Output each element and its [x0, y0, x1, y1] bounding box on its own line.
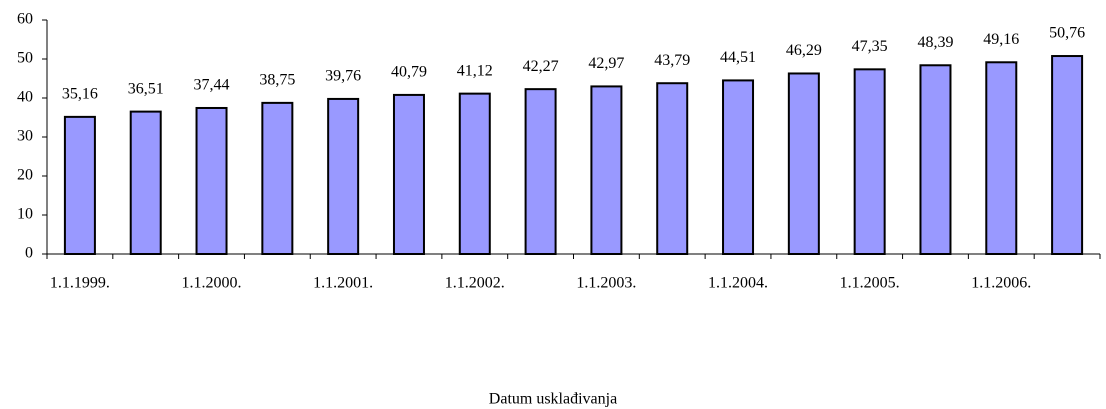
- y-tick-label: 30: [17, 128, 33, 145]
- x-tick-label: 1.1.2005.: [840, 275, 900, 292]
- bar: [392, 93, 425, 255]
- data-label: 48,39: [917, 34, 953, 51]
- data-label: 42,27: [523, 58, 559, 75]
- data-label: 49,16: [983, 31, 1019, 48]
- y-tick-label: 60: [17, 11, 33, 28]
- bar: [1051, 55, 1084, 256]
- data-label: 36,51: [128, 80, 164, 97]
- y-tick-label: 0: [25, 245, 33, 262]
- bar: [261, 101, 294, 255]
- data-label: 35,16: [62, 86, 98, 103]
- x-tick-label: 1.1.2006.: [971, 275, 1031, 292]
- x-tick-label: 1.1.2001.: [313, 275, 373, 292]
- bar: [327, 97, 360, 255]
- data-label: 47,35: [852, 38, 888, 55]
- data-label: 50,76: [1049, 25, 1085, 42]
- x-tick-label: 1.1.2002.: [445, 275, 505, 292]
- data-label: 46,29: [786, 42, 822, 59]
- bar: [787, 72, 820, 256]
- x-tick-label: 1.1.2003.: [576, 275, 636, 292]
- x-tick-label: 1.1.2000.: [182, 275, 242, 292]
- bar: [590, 85, 623, 255]
- bar: [985, 61, 1018, 255]
- bar: [919, 64, 952, 255]
- bar: [656, 82, 689, 256]
- data-label: 42,97: [588, 55, 624, 72]
- bar: [524, 88, 557, 255]
- data-label: 39,76: [325, 68, 361, 85]
- bar: [129, 110, 162, 255]
- bar: [853, 68, 886, 255]
- bar: [63, 115, 96, 255]
- x-tick-label: 1.1.2004.: [708, 275, 768, 292]
- y-tick-label: 50: [17, 50, 33, 67]
- data-label: 41,12: [457, 62, 493, 79]
- x-tick-label: 1.1.1999.: [50, 275, 110, 292]
- y-tick-label: 40: [17, 89, 33, 106]
- data-label: 38,75: [259, 72, 295, 89]
- x-axis-label: Datum usklađivanja: [489, 391, 617, 408]
- bar: [458, 92, 491, 255]
- data-label: 44,51: [720, 49, 756, 66]
- data-label: 37,44: [194, 77, 230, 94]
- y-tick-label: 20: [17, 167, 33, 184]
- data-label: 43,79: [654, 52, 690, 69]
- data-label: 40,79: [391, 64, 427, 81]
- bar: [722, 79, 755, 256]
- y-tick-label: 10: [17, 206, 33, 223]
- bar: [195, 106, 228, 256]
